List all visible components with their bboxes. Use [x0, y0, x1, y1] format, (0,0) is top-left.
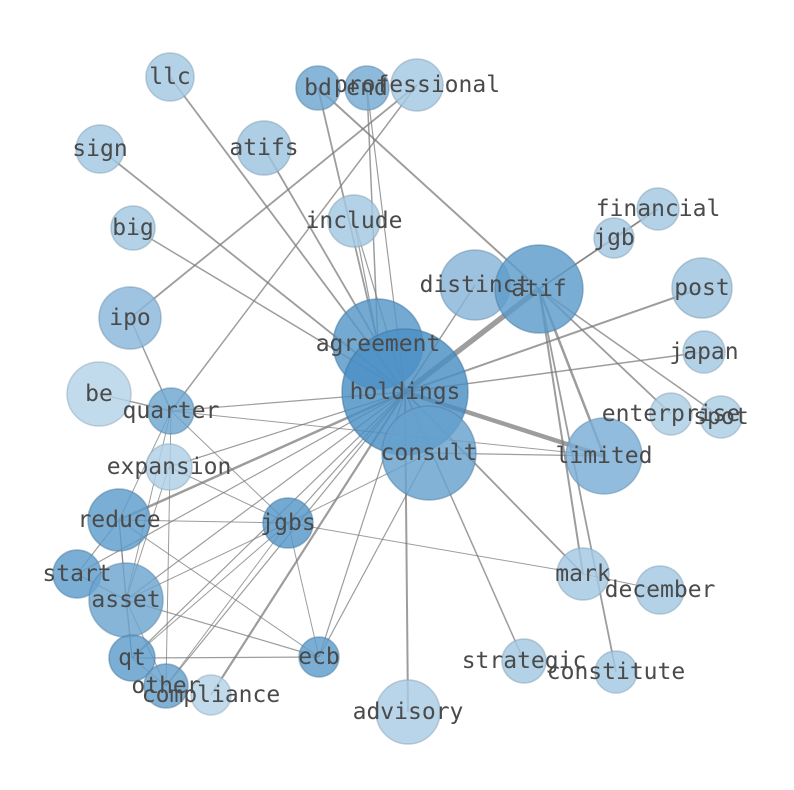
- node-ecb: [298, 636, 340, 678]
- edge-jgbs-mark: [287, 522, 584, 575]
- node-quarter: [147, 387, 195, 435]
- node-constitute: [594, 650, 638, 694]
- node-label-financial: financial: [596, 196, 721, 222]
- node-label-consult: consult: [381, 440, 478, 466]
- node-atifs: [236, 120, 292, 176]
- node-label-professional: professional: [334, 72, 500, 98]
- node-strategic: [501, 638, 547, 684]
- node-ipo: [98, 286, 162, 350]
- node-label-jgbs: jgbs: [260, 510, 315, 536]
- node-label-japan: japan: [669, 339, 738, 365]
- edge-jgbs-qt: [131, 522, 289, 659]
- node-bd: [295, 65, 341, 111]
- node-label-be: be: [85, 381, 113, 407]
- node-label-mark: mark: [555, 561, 611, 587]
- node-professional: [390, 58, 444, 112]
- edge-jgbs-other: [165, 522, 289, 687]
- node-spot: [699, 395, 743, 439]
- node-other: [143, 663, 189, 709]
- node-qt: [108, 634, 156, 682]
- node-label-constitute: constitute: [547, 659, 685, 685]
- node-label-expansion: expansion: [107, 454, 232, 480]
- node-expansion: [145, 443, 193, 491]
- edge-bd-atif: [317, 87, 540, 290]
- node-big: [110, 205, 156, 251]
- node-label-bd: bd: [304, 75, 332, 101]
- node-label-atifs: atifs: [229, 135, 298, 161]
- node-jgb: [593, 217, 635, 259]
- edge-qt-ecb: [131, 656, 320, 659]
- node-label-start: start: [42, 561, 111, 587]
- node-label-qt: qt: [118, 645, 146, 671]
- edge-jgbs-quarter: [170, 410, 289, 524]
- node-financial: [636, 187, 680, 231]
- node-label-quarter: quarter: [123, 398, 220, 424]
- node-label-compliance: compliance: [142, 682, 280, 708]
- node-label-advisory: advisory: [353, 699, 464, 725]
- node-label-atif: atif: [511, 276, 566, 302]
- node-label-december: december: [605, 577, 716, 603]
- node-label-sign: sign: [72, 136, 127, 162]
- nodes-layer: [52, 52, 743, 745]
- node-llc: [145, 52, 195, 102]
- node-label-llc: llc: [149, 64, 191, 90]
- node-label-holdings: holdings: [350, 379, 461, 405]
- node-end: [344, 65, 390, 111]
- node-december: [635, 565, 685, 615]
- node-compliance: [190, 674, 232, 716]
- node-label-jgb: jgb: [593, 225, 635, 251]
- node-atif: [494, 244, 584, 334]
- edge-professional-ipo: [129, 84, 418, 319]
- node-label-limited: limited: [556, 443, 653, 469]
- node-label-post: post: [674, 275, 729, 301]
- node-label-asset: asset: [91, 587, 160, 613]
- node-label-distinct: distinct: [420, 272, 531, 298]
- edge-professional-quarter: [170, 84, 418, 412]
- node-label-enterprise: enterprise: [602, 401, 740, 427]
- node-label-ipo: ipo: [109, 305, 151, 331]
- node-label-end: end: [346, 75, 388, 101]
- node-label-other: other: [131, 673, 200, 699]
- node-consult: [381, 405, 477, 501]
- node-label-ecb: ecb: [298, 644, 340, 670]
- node-label-big: big: [112, 215, 154, 241]
- node-be: [66, 361, 132, 427]
- node-reduce: [87, 488, 151, 552]
- edge-atif-mark: [538, 288, 584, 575]
- node-sign: [75, 124, 125, 174]
- edge-reduce-ecb: [118, 519, 320, 658]
- node-label-include: include: [306, 208, 403, 234]
- node-label-spot: spot: [693, 404, 748, 430]
- node-post: [671, 257, 733, 319]
- node-include: [327, 194, 381, 248]
- node-label-agreement: agreement: [316, 331, 441, 357]
- node-label-reduce: reduce: [77, 507, 160, 533]
- node-enterprise: [649, 392, 693, 436]
- node-japan: [682, 330, 726, 374]
- node-jgbs: [262, 497, 314, 549]
- node-advisory: [375, 679, 441, 745]
- node-mark: [556, 547, 610, 601]
- node-limited: [565, 417, 643, 495]
- node-label-strategic: strategic: [462, 648, 587, 674]
